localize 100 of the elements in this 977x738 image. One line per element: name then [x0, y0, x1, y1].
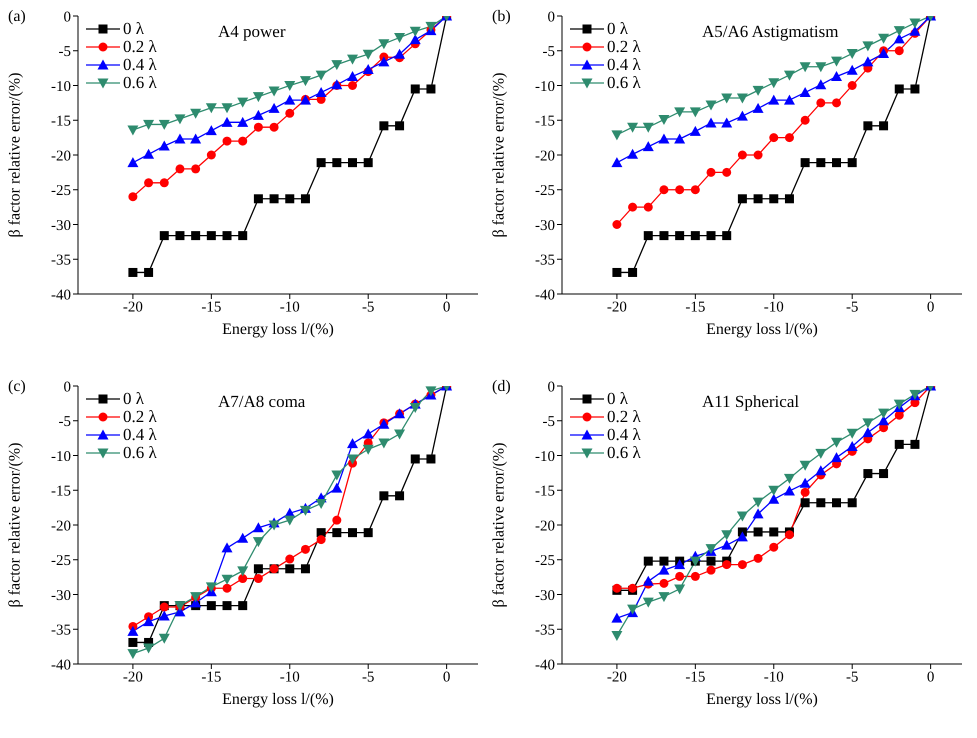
point [316, 86, 327, 97]
y-tick-label: -25 [535, 183, 555, 200]
point [144, 268, 154, 277]
text: (d) [492, 378, 511, 396]
point [300, 76, 311, 86]
point [909, 26, 920, 36]
point [800, 460, 811, 471]
point [863, 121, 872, 130]
y-tick-label: -10 [51, 448, 71, 465]
legend-label: 0.2 λ [123, 37, 157, 56]
point [658, 564, 670, 575]
point [768, 494, 780, 504]
point [642, 576, 654, 586]
x-tick-label: 0 [926, 670, 934, 686]
point [160, 231, 169, 240]
point [706, 118, 717, 128]
chart-title: A4 power [218, 22, 286, 42]
legend-label: 0.4 λ [123, 55, 157, 74]
point [158, 120, 170, 130]
point [410, 26, 421, 37]
point [784, 133, 794, 142]
point [611, 612, 622, 623]
point [846, 428, 858, 439]
point [800, 86, 811, 97]
point [752, 498, 764, 508]
point [206, 601, 216, 610]
point [722, 560, 732, 570]
point [675, 185, 684, 194]
point [611, 631, 622, 642]
point [190, 108, 202, 119]
point [721, 530, 732, 540]
point [425, 22, 436, 32]
x-tick-label: -5 [846, 300, 858, 316]
y-tick-label: -5 [58, 44, 71, 60]
point [332, 516, 342, 525]
point [331, 470, 342, 480]
y-tick-label: -10 [535, 448, 555, 465]
text: (a) [8, 8, 26, 26]
point [160, 178, 169, 188]
point [237, 566, 248, 576]
x-tick-label: 0 [442, 670, 450, 686]
x-tick-label: -20 [122, 670, 143, 686]
point [222, 231, 232, 240]
y-tick-label: -40 [51, 657, 71, 674]
y-tick-label: -25 [51, 553, 71, 570]
point [191, 231, 200, 240]
point [768, 94, 780, 105]
point [206, 125, 217, 136]
point [252, 522, 264, 532]
point [816, 158, 826, 168]
legend-label: 0.4 λ [607, 425, 641, 444]
point [611, 130, 622, 140]
point [768, 78, 780, 88]
point [800, 498, 810, 508]
point [862, 418, 874, 428]
chart-title: A11 Spherical [702, 392, 800, 412]
point [364, 528, 373, 538]
point [284, 516, 296, 526]
y-tick-label: -10 [51, 78, 71, 95]
y-tick-label: -40 [51, 287, 71, 304]
point [848, 81, 857, 90]
y-tick-label: -35 [51, 252, 71, 269]
point [784, 94, 795, 105]
point [894, 33, 905, 44]
point [754, 527, 763, 536]
point [410, 403, 421, 414]
point [206, 150, 216, 160]
point [378, 438, 390, 448]
y-tick-label: 0 [64, 9, 71, 26]
point [237, 532, 248, 543]
point [300, 544, 310, 554]
point [644, 231, 653, 240]
legend-label: 0.2 λ [607, 407, 641, 426]
y-tick-label: -35 [51, 622, 71, 639]
point [238, 601, 248, 610]
point [316, 158, 326, 168]
point [143, 148, 154, 159]
point [816, 98, 826, 108]
point [846, 64, 858, 75]
y-tick-label: 0 [548, 379, 555, 396]
y-axis-title: β factor relative error/(%) [6, 442, 24, 608]
point [659, 556, 668, 566]
point [174, 134, 186, 144]
x-tick-label: -15 [685, 300, 706, 316]
point [252, 92, 264, 102]
x-tick-label: -15 [685, 670, 706, 686]
point [347, 454, 358, 464]
y-tick-label: 0 [64, 379, 71, 396]
x-tick-label: -20 [122, 300, 143, 316]
chart-title: A5/A6 Astigmatism [702, 22, 838, 42]
point [316, 70, 327, 81]
point [331, 482, 342, 493]
point [270, 194, 279, 204]
legend-label: 0.6 λ [607, 443, 641, 462]
y-tick-label: -15 [535, 114, 555, 130]
point [752, 102, 764, 113]
point [300, 564, 310, 574]
y-tick-label: -20 [535, 518, 555, 534]
point [628, 268, 638, 277]
point [222, 103, 233, 114]
